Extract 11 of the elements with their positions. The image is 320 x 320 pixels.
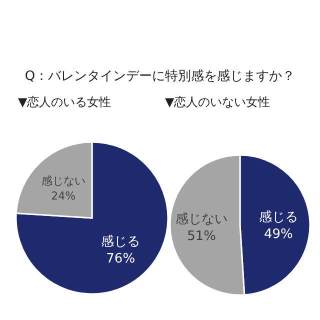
data-label: 76% [106,251,136,266]
slice-label: 感じる [101,234,140,250]
chart-subtitle: ▼恋人のいない女性 [165,95,270,109]
data-label: 51% [187,229,216,244]
data-label: 49% [264,226,293,242]
slice-label: 感じない [176,212,228,228]
chart-title: Q：バレンタインデーに特別感を感じますか？ [24,69,296,84]
slice-label: 感じる [258,210,298,225]
chart-subtitle: ▼恋人のいる女性 [18,95,112,109]
data-label: 24% [51,190,76,203]
slice-label: 感じない [41,174,86,188]
